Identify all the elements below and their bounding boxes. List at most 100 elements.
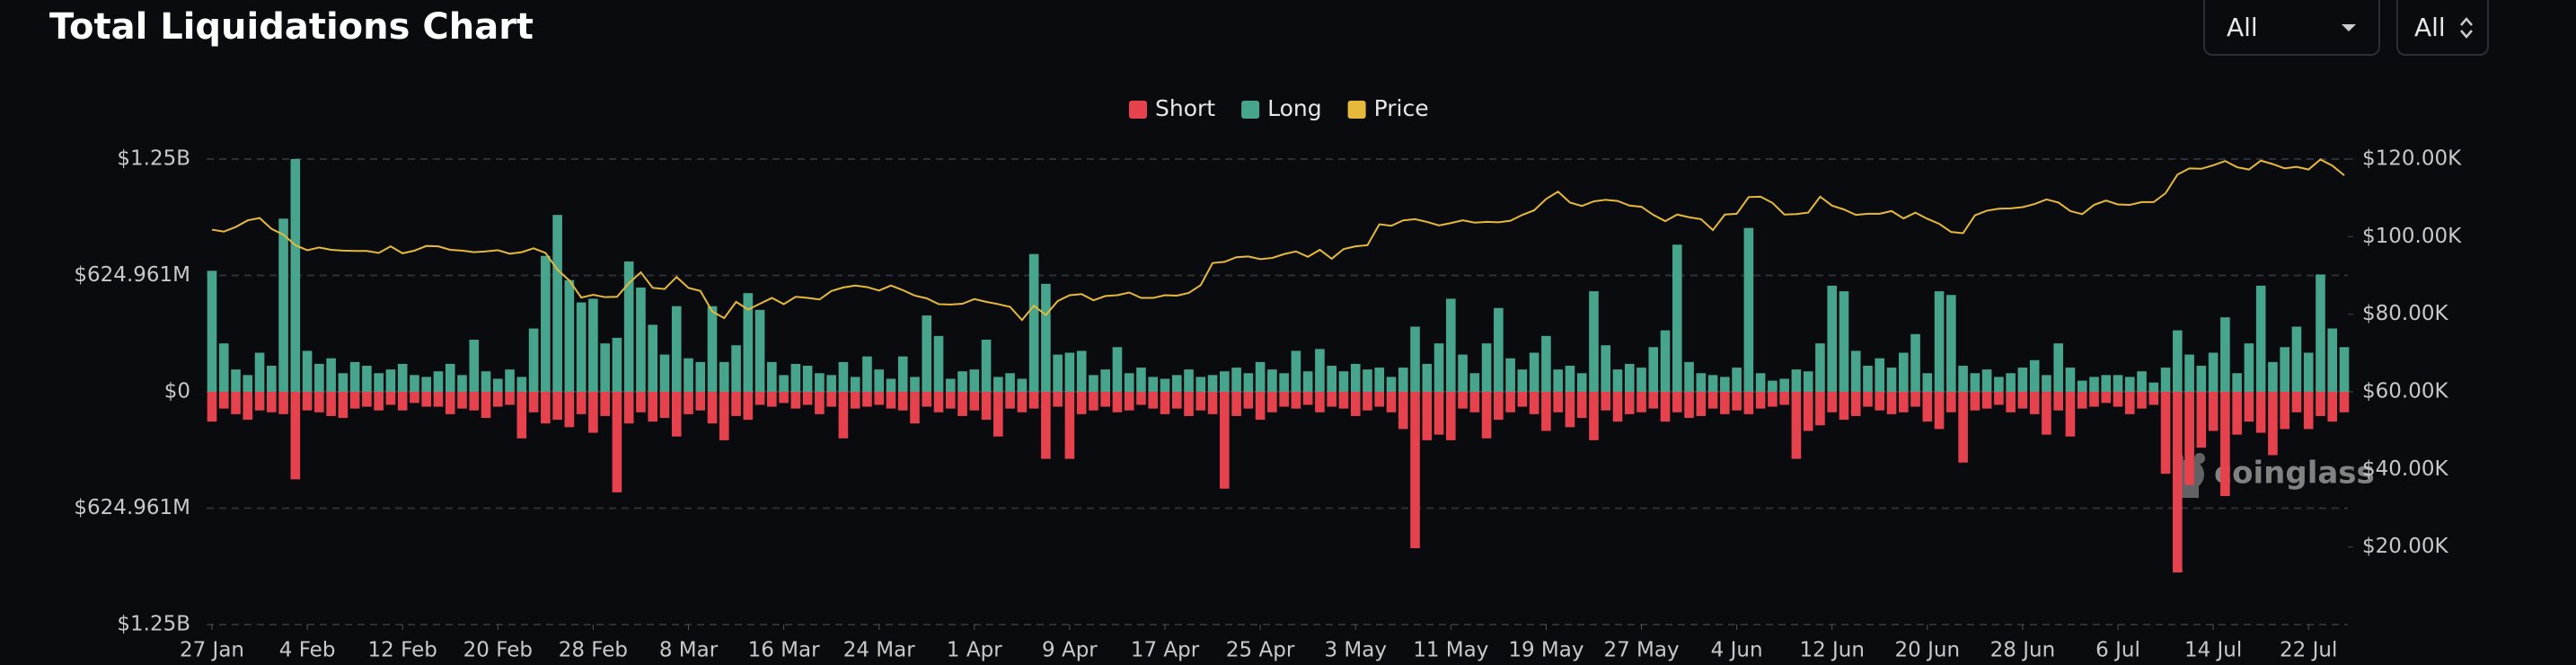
bar	[1028, 392, 1039, 409]
bar	[1910, 392, 1920, 407]
bar	[1410, 392, 1420, 549]
bar	[862, 356, 872, 392]
bar	[1374, 392, 1385, 407]
bar	[2327, 392, 2338, 422]
bar	[1970, 392, 1981, 411]
bar	[243, 375, 253, 392]
bar	[492, 378, 503, 392]
bar	[1839, 291, 1849, 392]
bar	[1291, 392, 1301, 409]
bar	[1922, 373, 1933, 392]
dropdown[interactable]: All	[2203, 0, 2380, 56]
bar	[1184, 369, 1194, 392]
bar	[743, 293, 754, 392]
bar	[1279, 373, 1289, 392]
bar	[2017, 368, 2028, 392]
legend-swatch	[1241, 101, 1260, 119]
price-line	[211, 158, 2345, 322]
bar	[1327, 392, 1337, 407]
bar	[767, 392, 777, 407]
bar	[541, 392, 551, 424]
bar	[1934, 291, 1945, 392]
bar	[1220, 371, 1230, 392]
bar	[1648, 392, 1659, 409]
bar	[1732, 392, 1742, 411]
dropdown-arrow	[2342, 24, 2356, 31]
x-tick-label: 27 Jan	[180, 639, 244, 662]
bar	[338, 373, 348, 392]
bar	[481, 392, 491, 419]
bar	[2065, 392, 2076, 437]
bar	[1064, 352, 1075, 392]
bar	[267, 365, 277, 392]
bar	[1648, 347, 1659, 392]
bar	[1231, 392, 1241, 416]
bar	[767, 361, 777, 392]
bar	[1827, 392, 1838, 412]
bar	[1875, 358, 1885, 392]
bar	[2173, 392, 2183, 572]
bar	[1720, 392, 1730, 414]
bar	[1267, 392, 1277, 412]
bar	[2137, 371, 2147, 392]
bar	[2339, 392, 2350, 412]
bar	[993, 377, 1003, 392]
dropdown-value: All	[2227, 13, 2258, 42]
bar	[719, 392, 729, 440]
bar	[1053, 354, 1063, 392]
bar	[922, 392, 932, 407]
legend-swatch	[1347, 101, 1366, 119]
bar	[397, 392, 408, 411]
bar	[1946, 295, 1956, 392]
y2-tick-label: $20.00K	[2362, 535, 2448, 558]
bar	[1660, 392, 1671, 422]
bar	[2291, 326, 2302, 392]
bar	[1136, 368, 1146, 392]
bar	[2316, 392, 2325, 416]
bar	[1148, 377, 1159, 392]
bar	[1434, 343, 1444, 392]
bar	[2113, 392, 2123, 407]
x-tick-label: 20 Feb	[463, 639, 533, 662]
bar	[433, 392, 444, 407]
bar	[1100, 392, 1110, 407]
bar	[1827, 285, 1838, 392]
bar	[433, 371, 444, 392]
bar	[1302, 371, 1313, 392]
bar	[1624, 363, 1635, 392]
x-tick-label: 28 Jun	[1990, 639, 2056, 662]
bar	[588, 298, 598, 392]
bar	[1768, 392, 1778, 407]
bar	[362, 392, 372, 407]
bar	[684, 392, 693, 414]
bar	[338, 392, 348, 419]
bar	[243, 392, 253, 421]
bar	[957, 392, 967, 416]
bar	[445, 363, 455, 392]
bar	[1755, 373, 1766, 392]
bar	[1850, 392, 1861, 416]
bar	[2077, 392, 2087, 409]
bar	[1017, 392, 1028, 412]
dropdown[interactable]: All	[2396, 0, 2489, 56]
bar	[326, 392, 336, 416]
bar	[2029, 359, 2040, 392]
bar	[2255, 392, 2266, 433]
bar	[528, 392, 539, 412]
bar	[719, 361, 729, 392]
bar	[1315, 392, 1325, 412]
bar	[564, 279, 575, 392]
bar	[826, 375, 836, 392]
bar	[1422, 363, 1433, 392]
bar	[1386, 377, 1397, 392]
bar	[2268, 392, 2278, 456]
bar	[1195, 392, 1206, 411]
bar	[385, 392, 396, 405]
bar	[1171, 375, 1182, 392]
bar	[2316, 274, 2325, 392]
bar	[2184, 392, 2194, 485]
bar	[2029, 392, 2040, 414]
bar	[1398, 368, 1408, 392]
bar	[1863, 392, 1873, 407]
